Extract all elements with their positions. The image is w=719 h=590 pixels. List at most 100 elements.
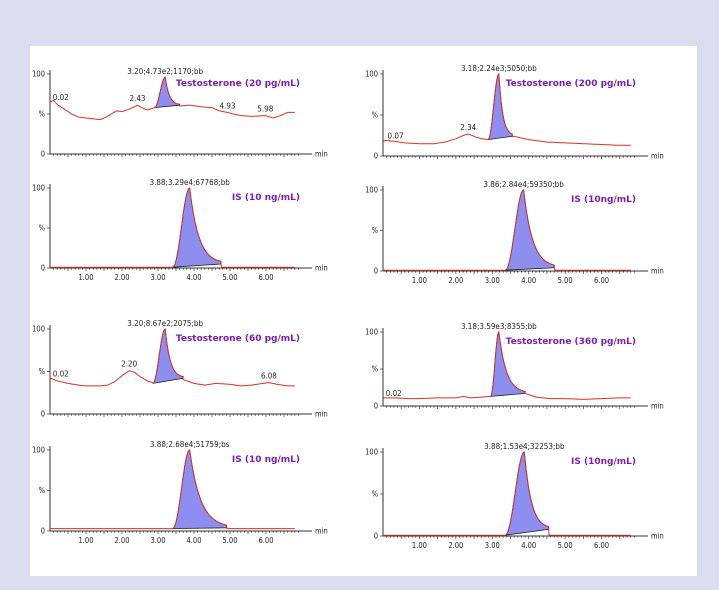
x-tick-label: 6.00 (594, 276, 609, 285)
chromatogram-panel-4: 100% 0 1.00 2.00 3.00 4.00 5.00 6.00 min 3.86;2.8… (365, 180, 664, 285)
x-tick-label: 2.00 (114, 536, 129, 545)
rt-annotation: 2.43 (129, 94, 145, 103)
trace-line (383, 189, 631, 271)
peak-label: 3.18;2.24e3;5050;bb (461, 64, 537, 73)
rt-annotation: 5.98 (257, 105, 273, 114)
chromatogram-panel-5: 100% 0 min 3.20;8.67e2;2075;bb 0.02 2.20 6.08 T… (32, 319, 328, 419)
y-tick-label: % (372, 226, 379, 235)
x-unit-label: min (651, 152, 664, 161)
chromatogram-figure: 100% 0 min 3.20;4.73e2;1170;bb 0.02 2.43 4.93 5… (32, 64, 664, 550)
panel-title: IS (10 ng/mL) (232, 455, 300, 465)
y-tick-label: 0 (41, 264, 45, 273)
trace-line (382, 72, 631, 146)
x-tick-label: 2.00 (448, 276, 463, 285)
x-unit-label: min (651, 532, 664, 541)
peak-label: 3.86;2.84e4;59350;bb (483, 180, 564, 189)
y-tick-label: 0 (374, 532, 378, 541)
x-tick-label: 5.00 (558, 541, 573, 550)
y-tick-label: 0 (374, 267, 378, 276)
rt-annotation: 0.02 (53, 369, 69, 378)
panel-title: IS (10ng/mL) (571, 195, 636, 205)
y-tick-label: 100 (32, 325, 45, 334)
rt-annotation: 4.93 (219, 101, 235, 110)
panel-title: Testosterone (200 pg/mL) (506, 79, 636, 89)
rt-annotation: 2.34 (460, 123, 476, 132)
trace-line (50, 187, 295, 268)
rt-annotation: 0.02 (386, 389, 402, 398)
y-tick-label: 0 (374, 152, 378, 161)
rt-annotation: 6.08 (261, 372, 277, 381)
panel-title: Testosterone (20 pg/mL) (176, 79, 300, 89)
panel-title: Testosterone (60 pg/mL) (176, 334, 300, 344)
x-tick-label: 4.00 (186, 536, 201, 545)
y-tick-label: % (372, 365, 379, 374)
x-tick-label: 2.00 (114, 273, 129, 282)
rt-annotation: 0.07 (388, 131, 404, 140)
x-unit-label: min (651, 402, 664, 411)
x-tick-label: 1.00 (412, 541, 427, 550)
x-unit-label: min (651, 267, 664, 276)
x-tick-label: 6.00 (258, 536, 273, 545)
y-tick-label: 100 (32, 70, 45, 79)
x-tick-label: 1.00 (78, 273, 93, 282)
chromatogram-panel-3: 100% 0 min 3.18;2.24e3;5050;bb 0.07 2.34 Testo… (365, 64, 664, 161)
x-tick-label: 5.00 (558, 276, 573, 285)
x-unit-label: min (315, 150, 328, 159)
y-tick-label: 100 (365, 70, 378, 79)
y-tick-label: 0 (41, 410, 45, 419)
integrated-peak (504, 451, 550, 536)
x-tick-label: 3.00 (150, 536, 165, 545)
trace-line (382, 330, 631, 400)
trace-line (383, 451, 631, 536)
peak-label: 3.20;8.67e2;2075;bb (127, 319, 203, 328)
panel-title: Testosterone (360 pg/mL) (506, 337, 636, 347)
chromatogram-panel-2: 100% 0 1.00 2.00 3.00 4.00 5.00 6.00 min 3.88;3.2… (32, 178, 328, 282)
peak-label: 3.88;3.29e4;67768;bb (150, 178, 231, 187)
y-tick-label: 100 (32, 446, 45, 455)
x-tick-label: 6.00 (258, 273, 273, 282)
peak-label: 3.88;2.68e4;51759;bs (150, 440, 230, 449)
x-unit-label: min (315, 264, 328, 273)
y-tick-label: % (372, 111, 379, 120)
y-tick-label: % (39, 224, 46, 233)
rt-annotation: 0.02 (53, 93, 69, 102)
x-tick-label: 3.00 (150, 273, 165, 282)
rt-annotation: 2.20 (121, 360, 137, 369)
trace-line (49, 328, 295, 387)
x-unit-label: min (315, 527, 328, 536)
peak-label: 3.20;4.73e2;1170;bb (127, 67, 203, 76)
y-tick-label: 0 (374, 402, 378, 411)
y-tick-label: 0 (41, 150, 45, 159)
x-tick-label: 4.00 (521, 541, 536, 550)
y-tick-label: % (39, 486, 46, 495)
figure-frame: 100% 0 min 3.20;4.73e2;1170;bb 0.02 2.43 4.93 5… (30, 46, 697, 576)
y-tick-label: 100 (365, 448, 378, 457)
y-tick-label: % (39, 110, 46, 119)
y-tick-label: 100 (365, 186, 378, 195)
x-tick-label: 1.00 (412, 276, 427, 285)
chromatogram-panel-1: 100% 0 min 3.20;4.73e2;1170;bb 0.02 2.43 4.93 5… (32, 67, 328, 158)
x-tick-label: 4.00 (521, 276, 536, 285)
y-tick-label: 100 (365, 328, 378, 337)
panel-title: IS (10ng/mL) (571, 457, 636, 467)
x-tick-label: 3.00 (485, 276, 500, 285)
y-tick-label: % (372, 490, 379, 499)
y-tick-label: 0 (41, 527, 45, 536)
y-tick-label: 100 (32, 184, 45, 193)
x-unit-label: min (315, 410, 328, 419)
x-tick-label: 3.00 (485, 541, 500, 550)
panel-title: IS (10 ng/mL) (232, 193, 300, 203)
integrated-peak (172, 449, 227, 529)
trace-line (50, 449, 295, 530)
chromatogram-panel-6: 100% 0 1.00 2.00 3.00 4.00 5.00 6.00 min 3.88;2.6… (32, 440, 328, 545)
chromatogram-panel-8: 100% 0 1.00 2.00 3.00 4.00 5.00 6.00 min 3.88;1.5… (365, 442, 664, 550)
x-tick-label: 5.00 (222, 273, 237, 282)
peak-label: 3.18;3.59e3;8355;bb (461, 322, 537, 331)
x-tick-label: 6.00 (594, 541, 609, 550)
peak-label: 3.88;1.53e4;32253;bb (484, 442, 565, 451)
trace-line (49, 76, 295, 121)
x-tick-label: 4.00 (186, 273, 201, 282)
y-tick-label: % (39, 367, 46, 376)
x-tick-label: 1.00 (78, 536, 93, 545)
x-tick-label: 5.00 (222, 536, 237, 545)
